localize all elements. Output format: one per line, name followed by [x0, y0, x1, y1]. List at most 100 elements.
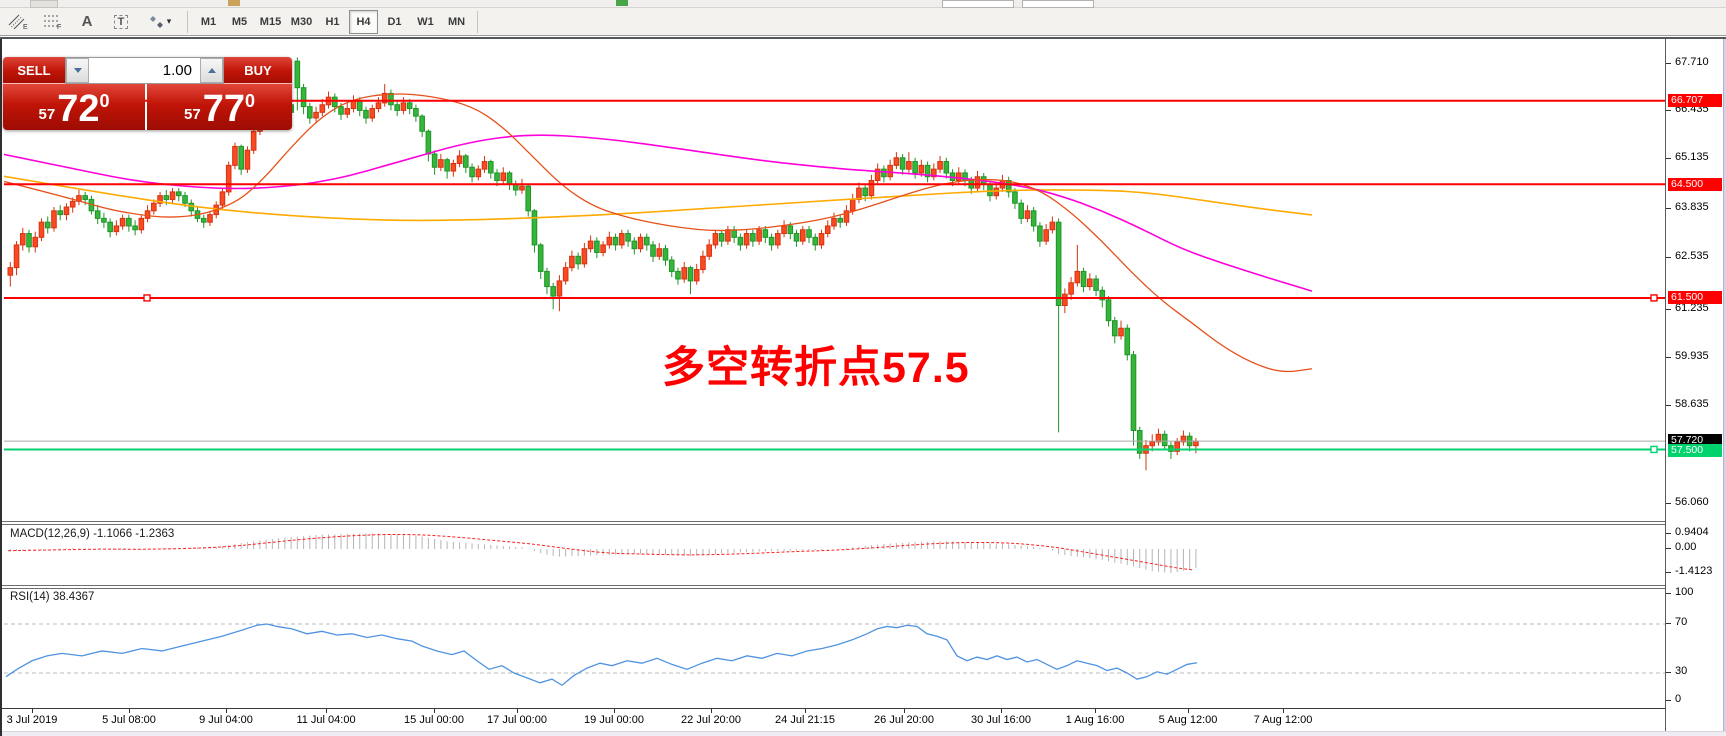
- axis-tick-mark: [1666, 548, 1671, 549]
- timeframe-button-w1[interactable]: W1: [417, 15, 434, 28]
- axis-tick-mark: [1666, 700, 1671, 701]
- axis-tick-label: 62.535: [1675, 250, 1709, 262]
- sell-price-prefix: 57: [38, 106, 56, 123]
- timeframe-button-m1[interactable]: M1: [200, 15, 217, 28]
- price-axis[interactable]: 67.710 66.435 65.135 63.835 62.535 61.235 59.9…: [1665, 39, 1724, 736]
- macd-pane-canvas[interactable]: [4, 525, 1665, 585]
- time-label: 30 Jul 16:00: [971, 714, 1031, 726]
- axis-tick-mark: [1666, 672, 1671, 673]
- axis-tick-mark: [1666, 158, 1671, 159]
- time-tick-mark: [1283, 709, 1284, 713]
- axis-tick-label: 63.835: [1675, 201, 1709, 213]
- time-label: 19 Jul 00:00: [584, 714, 644, 726]
- time-tick-mark: [129, 709, 130, 713]
- timeframe-button-m30[interactable]: M30: [290, 15, 313, 28]
- price-badge: 66.707: [1668, 94, 1722, 107]
- axis-tick-label: 59.935: [1675, 350, 1709, 362]
- buy-button[interactable]: BUY: [224, 57, 292, 84]
- svg-text:E: E: [23, 24, 28, 30]
- chevron-down-icon: ▾: [166, 16, 172, 26]
- triangle-down-icon: [73, 68, 82, 73]
- buy-price-sup: 0: [244, 91, 255, 111]
- rsi-current-value: 38.4367: [49, 591, 95, 603]
- timeframe-button-m15[interactable]: M15: [259, 15, 282, 28]
- axis-tick-mark: [1666, 572, 1671, 573]
- equidistant-channel-button[interactable]: E: [3, 9, 35, 35]
- axis-tick-mark: [1666, 257, 1671, 258]
- pane-separator[interactable]: [2, 524, 1723, 525]
- time-tick-mark: [711, 709, 712, 713]
- toolbar-fragment: [30, 0, 58, 8]
- buy-price-big: 77: [202, 88, 245, 130]
- axis-tick-label: 70: [1675, 616, 1688, 628]
- rsi-name: RSI(14): [10, 591, 50, 603]
- sell-price-sup: 0: [99, 91, 110, 111]
- timeframe-button-h1[interactable]: H1: [325, 15, 340, 28]
- axis-tick-mark: [1666, 533, 1671, 534]
- time-label: 11 Jul 04:00: [296, 714, 356, 726]
- time-label: 24 Jul 21:15: [775, 714, 835, 726]
- sell-button[interactable]: SELL: [3, 57, 65, 84]
- toolbar-separator: [187, 10, 188, 33]
- text-label-button[interactable]: T: [105, 9, 137, 35]
- volume-increase-button[interactable]: [200, 58, 223, 83]
- price-chart-canvas[interactable]: [4, 40, 1665, 522]
- pane-separator[interactable]: [2, 521, 1723, 522]
- fibonacci-icon: F: [44, 15, 61, 30]
- sell-price-big: 72: [57, 88, 100, 130]
- axis-tick-label: 56.060: [1675, 496, 1709, 508]
- time-label: 7 Aug 12:00: [1253, 714, 1313, 726]
- axis-tick-label: 0.9404: [1675, 526, 1709, 538]
- time-label: 3 Jul 2019: [6, 714, 58, 726]
- pane-separator[interactable]: [2, 585, 1723, 586]
- arrow-tools-button[interactable]: ▾: [139, 9, 181, 35]
- axis-tick-label: 0.00: [1675, 541, 1697, 553]
- axis-tick-label: 58.635: [1675, 398, 1709, 410]
- macd-current-values: -1.1066 -1.2363: [89, 528, 175, 540]
- buy-price-prefix: 57: [184, 106, 201, 123]
- rsi-pane-canvas[interactable]: [4, 589, 1665, 709]
- equidistant-channel-icon: E: [8, 14, 28, 30]
- timeframe-button-m5[interactable]: M5: [231, 15, 248, 28]
- axis-tick-label: 67.710: [1675, 56, 1709, 68]
- right-scroll-strip[interactable]: [1723, 39, 1726, 736]
- fibonacci-button[interactable]: F: [37, 9, 69, 35]
- price-badge: 57.500: [1668, 444, 1722, 457]
- time-label: 15 Jul 00:00: [404, 714, 464, 726]
- axis-tick-mark: [1666, 593, 1671, 594]
- axis-tick-mark: [1666, 110, 1671, 111]
- time-label: 22 Jul 20:00: [681, 714, 741, 726]
- text-tool-button[interactable]: A: [71, 9, 103, 35]
- toolbar-fragment: [1022, 0, 1094, 8]
- axis-tick-label: 65.135: [1675, 151, 1709, 163]
- timeframe-button-mn[interactable]: MN: [447, 15, 466, 28]
- axis-tick-mark: [1666, 309, 1671, 310]
- timeframe-button-h4[interactable]: H4: [349, 9, 378, 34]
- buy-price-display[interactable]: 57 77 0: [147, 84, 292, 130]
- axis-tick-mark: [1666, 503, 1671, 504]
- chart-window: ▲UKOil-,H4 57.62057.81057.60057.720 MACD…: [0, 39, 1726, 736]
- time-label: 17 Jul 00:00: [487, 714, 547, 726]
- volume-stepper: 1.00: [65, 57, 224, 84]
- time-tick-mark: [904, 709, 905, 713]
- volume-decrease-button[interactable]: [66, 58, 89, 83]
- volume-input[interactable]: 1.00: [162, 62, 192, 79]
- macd-label: MACD(12,26,9) -1.1066 -1.2363: [10, 528, 174, 540]
- toolbar-separator: [477, 10, 478, 33]
- time-tick-mark: [1095, 709, 1096, 713]
- price-badge: 57.720: [1668, 434, 1722, 447]
- time-tick-mark: [326, 709, 327, 713]
- pane-separator[interactable]: [2, 588, 1723, 589]
- axis-tick-label: 30: [1675, 665, 1688, 677]
- time-tick-mark: [614, 709, 615, 713]
- axis-tick-label: -1.4123: [1675, 565, 1713, 577]
- time-tick-mark: [517, 709, 518, 713]
- sell-price-display[interactable]: 57 72 0: [3, 84, 145, 130]
- arrow-tools-icon: [149, 15, 163, 28]
- toolbar-fragment: [228, 0, 240, 6]
- timeframe-button-d1[interactable]: D1: [387, 15, 402, 28]
- axis-tick-mark: [1666, 208, 1671, 209]
- time-label: 9 Jul 04:00: [199, 714, 253, 726]
- toolbar-fragment: [616, 0, 628, 6]
